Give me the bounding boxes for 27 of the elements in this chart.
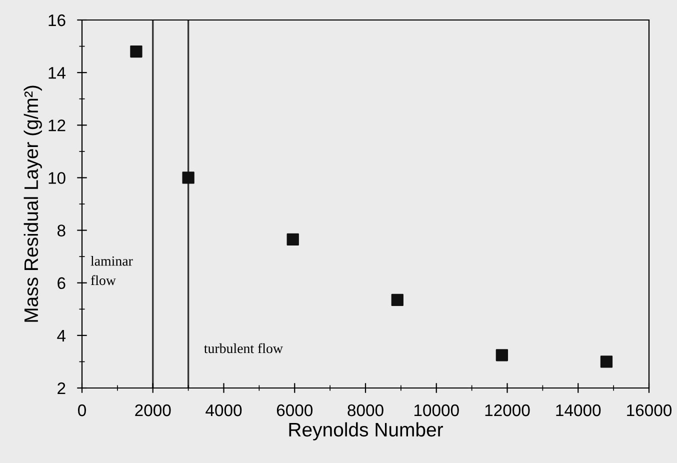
point	[182, 172, 194, 184]
x-tick-label: 0	[78, 404, 86, 416]
x-tick-label: 4000	[206, 404, 242, 416]
x-tick-label: 6000	[276, 404, 313, 416]
y-tick-label: 8	[57, 224, 66, 236]
point	[600, 356, 613, 368]
x-tick-label: 14000	[556, 404, 601, 416]
y-tick-label: 10	[48, 172, 66, 184]
y-tick-label: 12	[48, 120, 66, 132]
x-tick-label: 10000	[414, 404, 459, 416]
x-tick-label: 12000	[485, 404, 530, 416]
point	[496, 349, 508, 362]
y-tick-label: 16	[48, 14, 66, 26]
point	[391, 294, 404, 306]
y-tick-label: 2	[58, 382, 66, 394]
annotation: laminar flow	[90, 256, 133, 286]
point	[286, 233, 299, 246]
y-tick-label: 14	[48, 67, 66, 79]
x-tick-label: 2000	[135, 404, 171, 416]
y-tick-label: 6	[58, 277, 66, 290]
y-axis-title: Mass Residual Layer (g/m²)	[24, 86, 42, 322]
x-tick-label: 8000	[348, 404, 384, 416]
x-tick-label: 16000	[627, 404, 672, 416]
x-axis-title: Reynolds Number	[289, 422, 443, 440]
point	[130, 45, 142, 58]
y-tick-label: 4	[57, 330, 66, 342]
annotation: turbulent flow	[204, 343, 283, 354]
